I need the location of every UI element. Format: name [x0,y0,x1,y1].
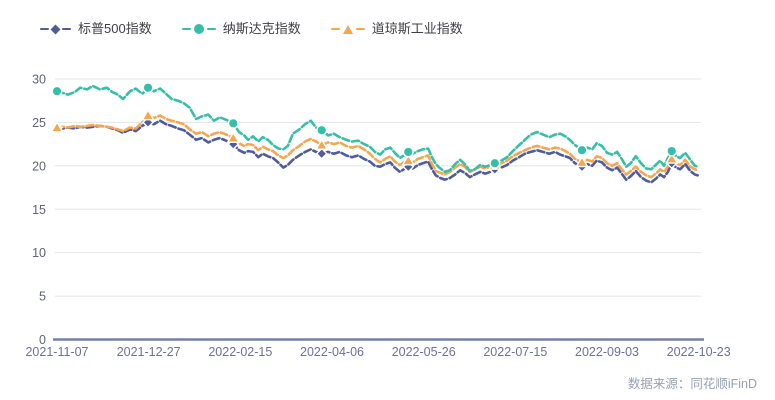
y-tick-label-20: 20 [32,159,46,173]
series-line-nasdaq [55,84,700,174]
legend-dash [181,28,191,30]
legend-item-sp500[interactable]: 标普500指数 [40,21,152,37]
data-source-note: 数据来源：同花顺iFinD [627,377,757,391]
legend-label: 道琼斯工业指数 [371,21,463,36]
circle-marker-icon [51,85,63,97]
circle-marker-icon [402,146,414,158]
x-tick-label: 2022-02-15 [208,345,272,359]
diamond-marker-icon [50,24,61,34]
y-tick-label-15: 15 [32,203,46,217]
y-tick-label-25: 25 [32,116,46,130]
x-tick-label: 2021-11-07 [25,345,88,359]
x-tick-label: 2022-05-26 [392,345,456,359]
circle-marker-icon [576,144,588,156]
x-tick-label: 2021-12-27 [117,345,181,359]
circle-marker-icon [227,117,239,129]
triangle-marker-icon [342,24,353,34]
legend-item-nasdaq[interactable]: 纳斯达克指数 [181,21,301,37]
legend-label: 标普500指数 [78,21,152,36]
y-tick-label-30: 30 [32,73,46,87]
x-tick-label: 2022-07-15 [483,345,547,359]
triangle-marker-icon [575,155,589,168]
triangle-marker-icon [141,108,155,121]
triangle-marker-icon [50,120,64,133]
triangle-marker-icon [664,152,679,164]
legend-dash [40,28,49,30]
x-tick-label: 2022-09-03 [575,345,639,359]
triangle-marker-icon [314,138,329,150]
triangle-marker-icon [226,131,241,143]
series-line-dowjones [55,114,700,179]
diamond-marker-icon [315,147,328,160]
triangle-marker-icon [401,153,416,166]
circle-marker-icon [316,124,328,136]
legend-item-dowjones[interactable]: 道琼斯工业指数 [330,21,463,37]
legend-label: 纳斯达克指数 [222,21,301,36]
legend-dash [206,28,216,30]
x-tick-label: 2022-10-23 [667,345,731,359]
circle-marker-icon [193,24,204,34]
y-tick-label-10: 10 [32,246,46,260]
y-tick-label-5: 5 [39,290,46,304]
y-tick-label-0: 0 [39,333,46,347]
legend-dash [330,28,340,30]
circle-marker-icon [142,82,154,94]
circle-marker-icon [666,145,678,157]
chart-legend: 标普500指数 纳斯达克指数 道琼斯工业指数 [40,21,463,37]
legend-dash [355,28,365,30]
x-tick-label: 2022-04-06 [300,345,364,359]
circle-marker-icon [489,157,501,169]
legend-dash [62,28,71,30]
series-line-sp500 [55,119,700,184]
